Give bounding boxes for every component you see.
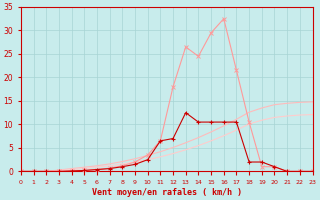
- X-axis label: Vent moyen/en rafales ( km/h ): Vent moyen/en rafales ( km/h ): [92, 188, 242, 197]
